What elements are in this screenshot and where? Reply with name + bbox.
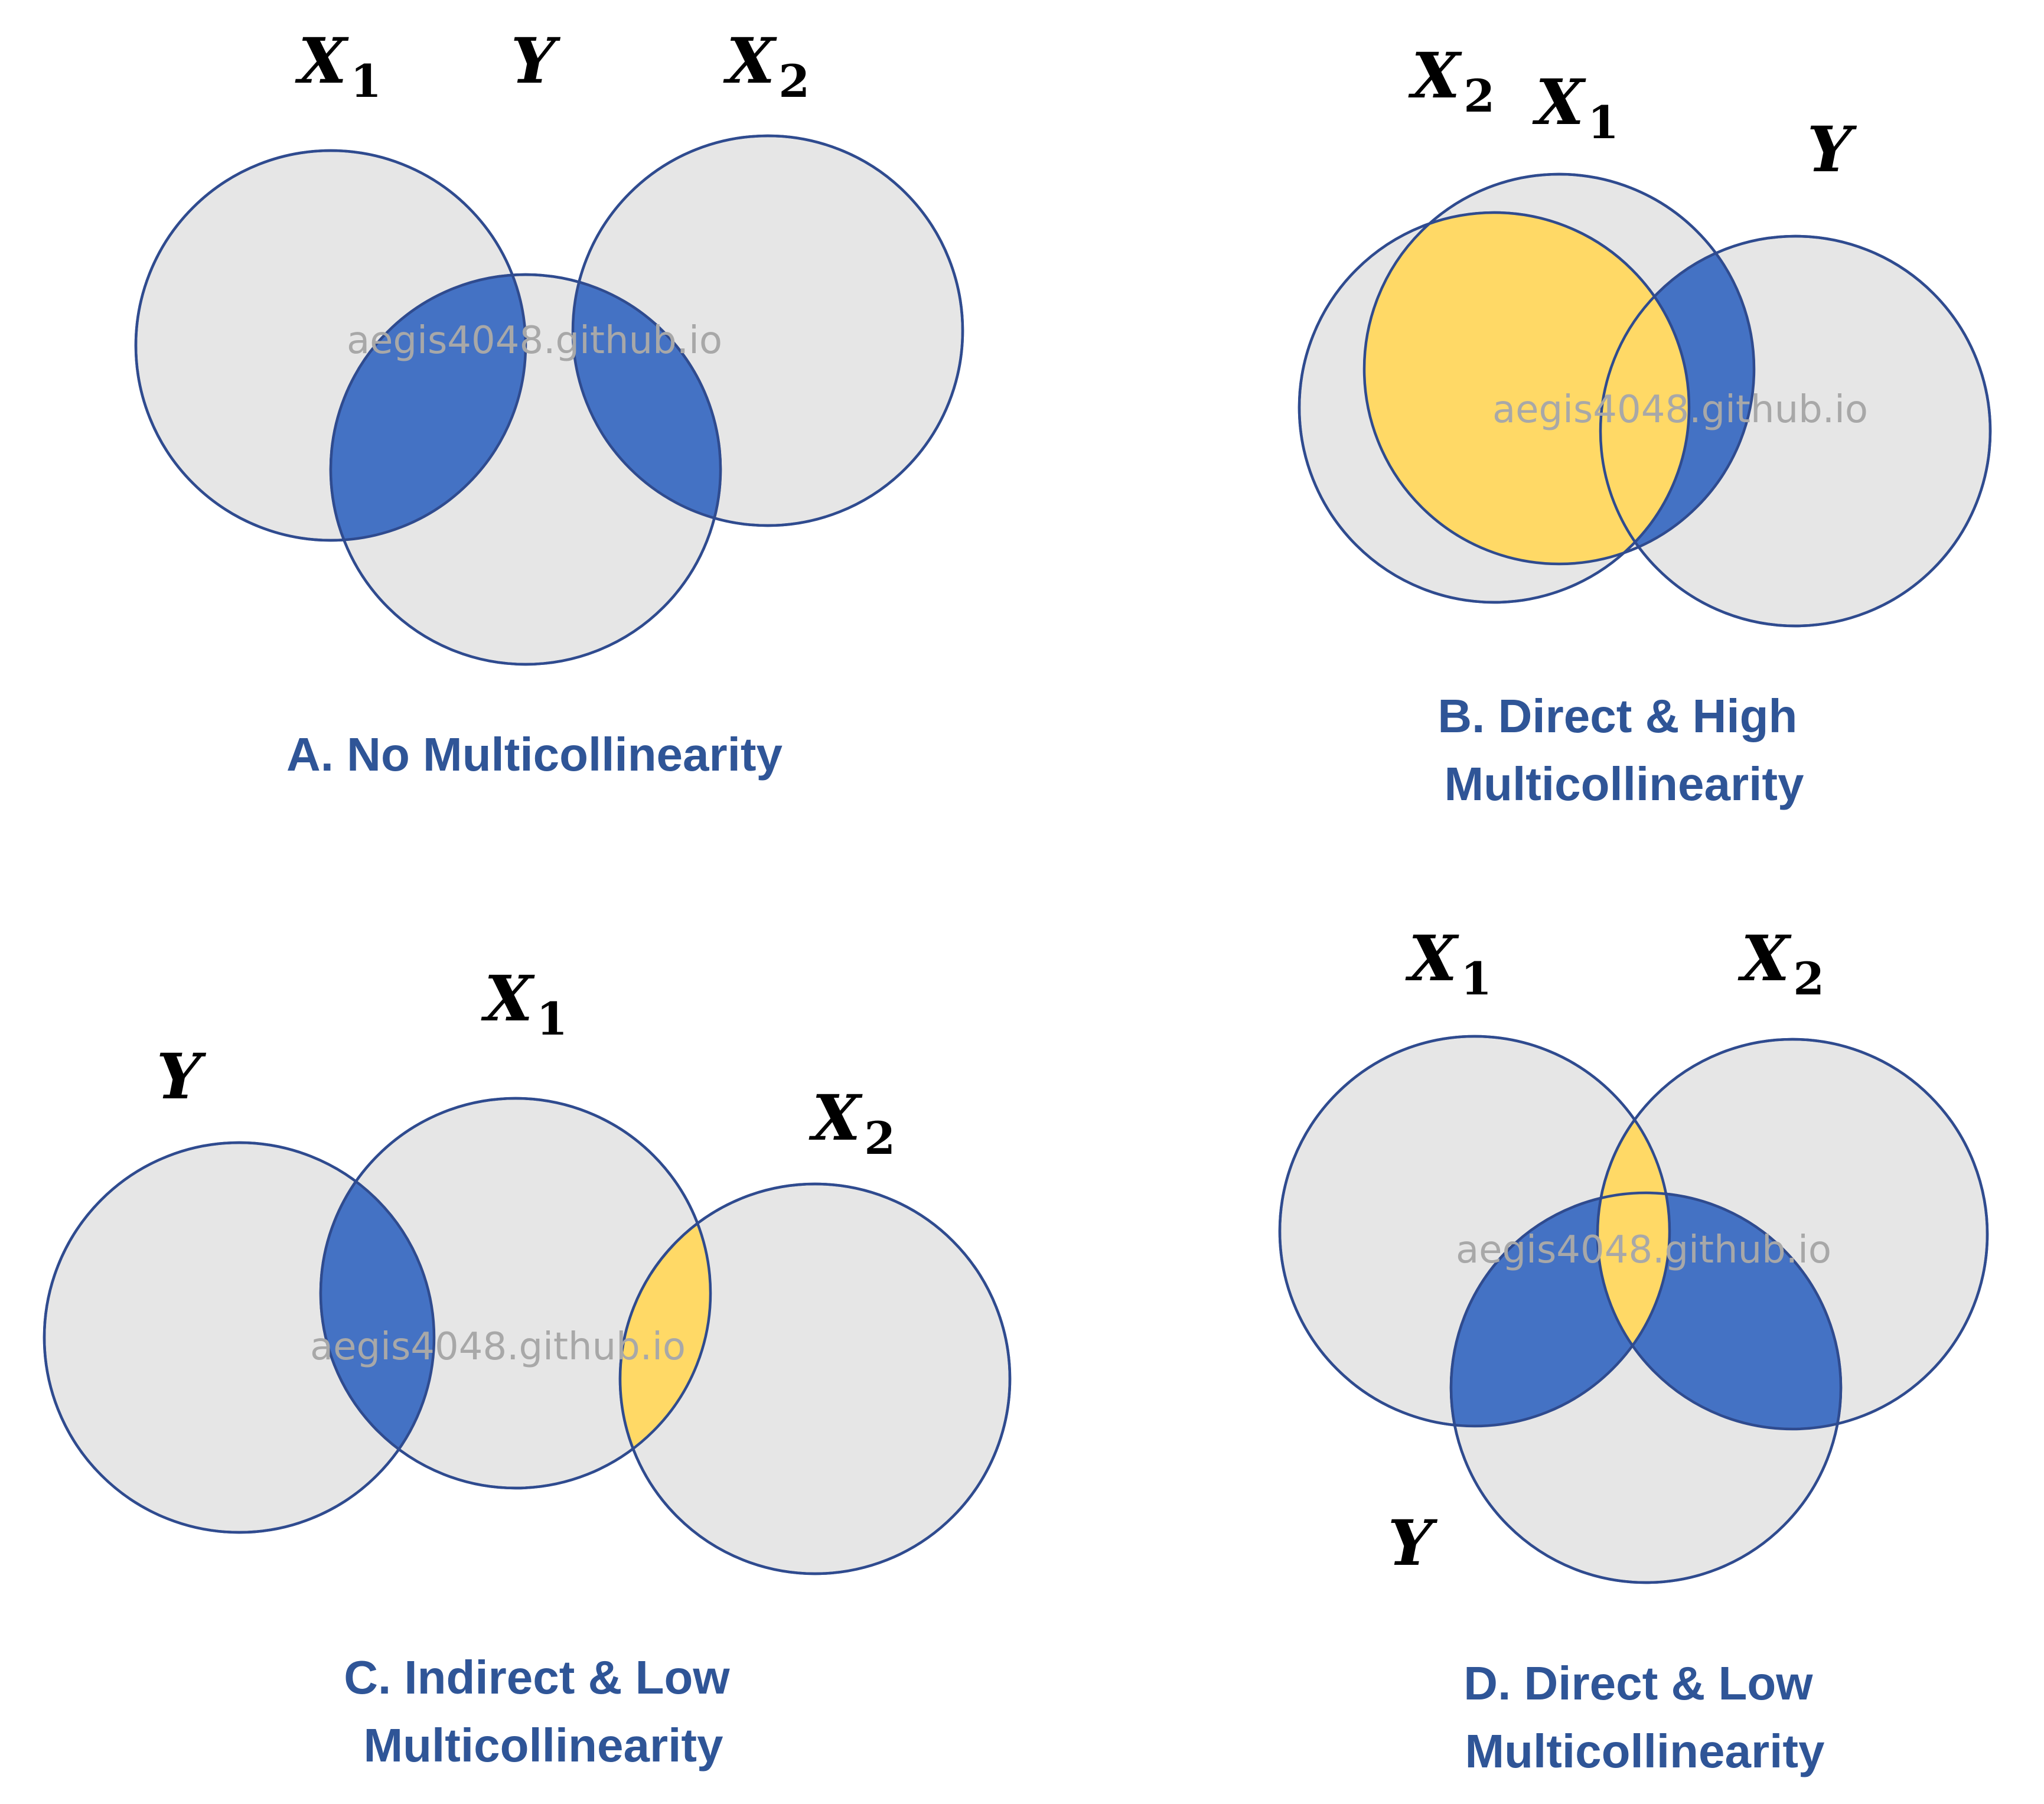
panel-c-y-label: Y: [157, 1039, 207, 1113]
panel-b-caption: B. Direct & High Multicollinearity: [1437, 690, 1810, 810]
panel-c-circles: [43, 1097, 1012, 1575]
panel-a-caption: A. No Multicollinearity: [286, 728, 783, 781]
panel-c-x2-label: X2: [809, 1081, 895, 1164]
panel-b-x2-label: X2: [1408, 38, 1495, 122]
panel-b-circles: [1298, 172, 1992, 628]
panel-d-watermark: aegis4048.github.io: [1456, 1228, 1831, 1272]
panel-c: aegis4048.github.io X1 Y X2 C. Indirect …: [43, 961, 1012, 1772]
panel-c-watermark: aegis4048.github.io: [310, 1325, 686, 1369]
panel-a-watermark: aegis4048.github.io: [347, 319, 722, 363]
panel-a: aegis4048.github.io X1 Y X2 A. No Multic…: [134, 24, 964, 781]
panel-d-circles: [1278, 1035, 1989, 1584]
panel-b-x1-label: X1: [1532, 65, 1619, 149]
panel-a-x2-label: X2: [723, 24, 810, 107]
panel-c-caption: C. Indirect & Low Multicollinearity: [344, 1651, 743, 1772]
panel-a-x1-y-overlap: [331, 275, 526, 540]
panel-d-caption: D. Direct & Low Multicollinearity: [1463, 1657, 1825, 1777]
panel-a-y-label: Y: [511, 24, 561, 97]
panel-d-y-label: Y: [1388, 1506, 1438, 1580]
panel-d: aegis4048.github.io X1 X2 Y D. Direct & …: [1278, 921, 1989, 1777]
panel-c-x1-label: X1: [481, 961, 568, 1045]
panel-a-circles: [134, 134, 964, 666]
panel-d-x2-label: X2: [1737, 921, 1824, 1005]
panel-b-watermark: aegis4048.github.io: [1492, 388, 1868, 432]
panel-a-x2-y-overlap: [573, 275, 721, 526]
panel-a-x1-label: X1: [295, 24, 382, 107]
panel-b-y-label: Y: [1807, 112, 1857, 186]
panel-b: aegis4048.github.io X2 X1 Y B. Direct & …: [1298, 38, 1992, 810]
panel-d-x1-label: X1: [1405, 921, 1492, 1005]
